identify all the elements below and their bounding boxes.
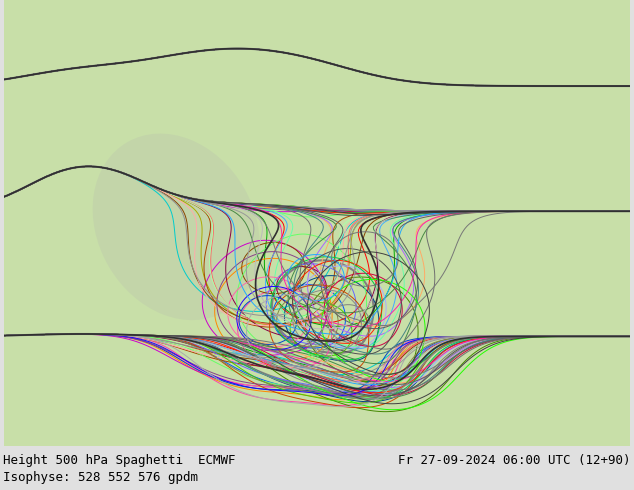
Text: 552: 552 xyxy=(311,346,325,355)
Text: 552: 552 xyxy=(353,336,367,346)
Text: Isophyse: 528 552 576 gpdm: Isophyse: 528 552 576 gpdm xyxy=(3,471,198,484)
Text: 552: 552 xyxy=(303,339,318,350)
Text: Fr 27-09-2024 06:00 UTC (12+90): Fr 27-09-2024 06:00 UTC (12+90) xyxy=(398,454,631,467)
Text: 552: 552 xyxy=(306,354,320,361)
Ellipse shape xyxy=(93,134,260,320)
Text: 552: 552 xyxy=(258,359,273,369)
Text: Height 500 hPa Spaghetti  ECMWF: Height 500 hPa Spaghetti ECMWF xyxy=(3,454,236,467)
